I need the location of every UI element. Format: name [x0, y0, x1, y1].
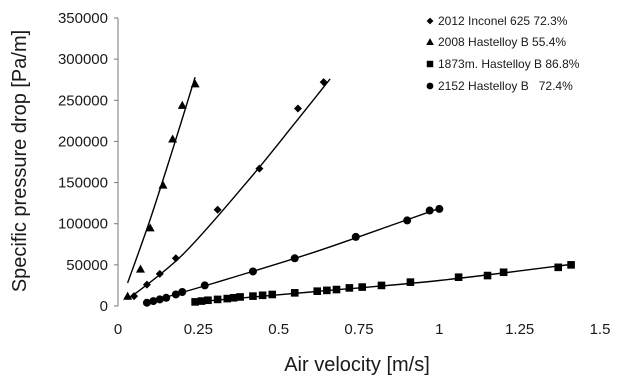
data-point-square — [268, 290, 277, 299]
data-point-square — [332, 285, 341, 294]
data-point-square — [358, 283, 367, 291]
y-tick-label: 250000 — [58, 92, 108, 109]
data-point-square — [483, 271, 492, 280]
data-point-square — [377, 281, 386, 290]
y-tick-label: 150000 — [58, 175, 108, 192]
legend-label: 2008 Hastelloy B 55.4% — [438, 35, 566, 49]
data-point-circle — [248, 267, 257, 276]
data-point-square — [229, 293, 238, 302]
data-point-square — [191, 298, 199, 306]
data-point-square — [258, 291, 267, 300]
data-point-diamond — [255, 164, 264, 173]
data-point-square — [406, 278, 415, 286]
legend-marker-square — [426, 60, 434, 68]
axes — [114, 17, 119, 307]
data-point-square — [345, 284, 354, 292]
data-point-triangle — [123, 291, 133, 300]
data-points — [123, 78, 575, 307]
data-point-circle — [162, 293, 171, 302]
x-tick-label: 0.25 — [184, 321, 213, 338]
data-point-triangle — [145, 223, 155, 232]
data-point-circle — [351, 232, 360, 241]
data-point-diamond — [171, 254, 180, 263]
data-point-triangle — [190, 79, 200, 88]
x-tick-label: 0.75 — [344, 321, 373, 338]
data-point-circle — [403, 216, 412, 225]
data-point-square — [454, 273, 463, 281]
data-point-diamond — [213, 205, 222, 214]
data-point-diamond — [130, 292, 139, 301]
fit-line — [143, 206, 443, 305]
legend-marker-diamond — [426, 17, 434, 25]
data-point-circle — [425, 206, 434, 215]
data-point-circle — [200, 281, 209, 290]
legend-label: 1873m. Hastelloy B 86.8% — [438, 57, 580, 71]
data-point-diamond — [155, 269, 164, 278]
data-point-circle — [171, 290, 180, 299]
y-tick-label: 50000 — [66, 257, 108, 274]
legend-label: 2152 Hastelloy B 72.4% — [438, 79, 573, 93]
data-point-square — [567, 261, 575, 269]
data-point-triangle — [135, 264, 145, 273]
data-point-square — [554, 263, 563, 272]
tick-labels: 0 50000 100000 150000 200000 250000 300000 3500… — [58, 10, 610, 338]
data-point-square — [204, 296, 212, 305]
legend-marker-triangle — [426, 38, 434, 46]
data-point-square — [499, 268, 508, 277]
data-point-square — [290, 289, 299, 297]
data-point-diamond — [319, 78, 328, 87]
data-point-circle — [178, 288, 187, 297]
x-tick-label: 0.5 — [268, 321, 289, 338]
x-tick-label: 1.25 — [505, 321, 534, 338]
x-tick-label: 1.5 — [590, 321, 611, 338]
y-tick-label: 100000 — [58, 216, 108, 233]
data-point-diamond — [142, 280, 151, 289]
legend-marker-circle — [426, 82, 434, 90]
data-point-square — [323, 286, 331, 295]
data-point-circle — [142, 298, 151, 307]
data-point-diamond — [293, 104, 302, 113]
legend: 2012 Inconel 625 72.3% 2008 Hastelloy B 5… — [426, 14, 580, 93]
data-point-square — [236, 293, 244, 301]
data-point-square — [249, 292, 257, 300]
data-point-triangle — [168, 134, 178, 143]
fit-line — [127, 78, 331, 300]
legend-label: 2012 Inconel 625 72.3% — [438, 14, 568, 28]
data-point-square — [197, 297, 206, 305]
data-point-square — [223, 294, 232, 303]
x-tick-label: 0 — [114, 321, 122, 338]
data-point-triangle — [158, 180, 168, 189]
data-point-circle — [435, 204, 444, 213]
data-point-square — [213, 295, 222, 304]
data-point-square — [313, 287, 322, 295]
data-point-triangle — [177, 100, 187, 109]
data-point-circle — [155, 295, 164, 304]
y-tick-label: 200000 — [58, 133, 108, 150]
data-point-circle — [290, 254, 299, 263]
data-point-circle — [149, 297, 158, 306]
x-tick-label: 1 — [435, 321, 443, 338]
y-tick-label: 0 — [100, 298, 108, 315]
x-axis-title: Air velocity [m/s] — [284, 354, 430, 376]
y-tick-label: 350000 — [58, 10, 108, 27]
y-axis-title: Specific pressure drop [Pa/m] — [9, 30, 31, 292]
y-tick-label: 300000 — [58, 51, 108, 68]
